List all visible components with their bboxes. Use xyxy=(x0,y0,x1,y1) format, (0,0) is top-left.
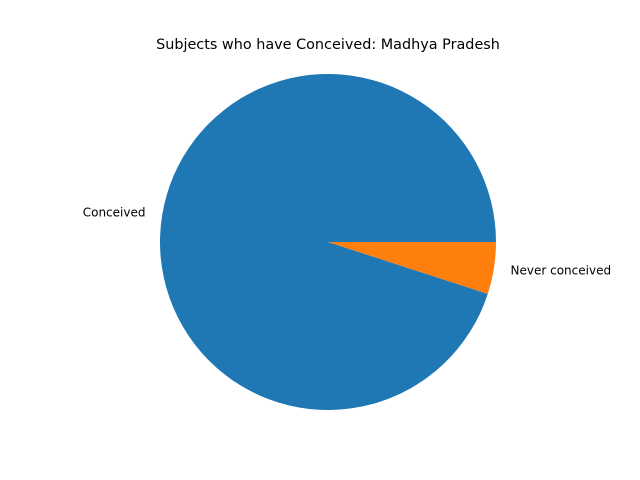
chart-title: Subjects who have Conceived: Madhya Prad… xyxy=(156,37,500,53)
slice-label-never-conceived: Never conceived xyxy=(511,263,612,277)
pie-slices xyxy=(160,74,496,411)
slice-label-conceived: Conceived xyxy=(83,206,146,220)
pie-slice-conceived xyxy=(160,74,496,411)
pie-slice-never-conceived xyxy=(328,242,496,294)
slice-labels: Conceived Never conceived xyxy=(83,206,611,278)
